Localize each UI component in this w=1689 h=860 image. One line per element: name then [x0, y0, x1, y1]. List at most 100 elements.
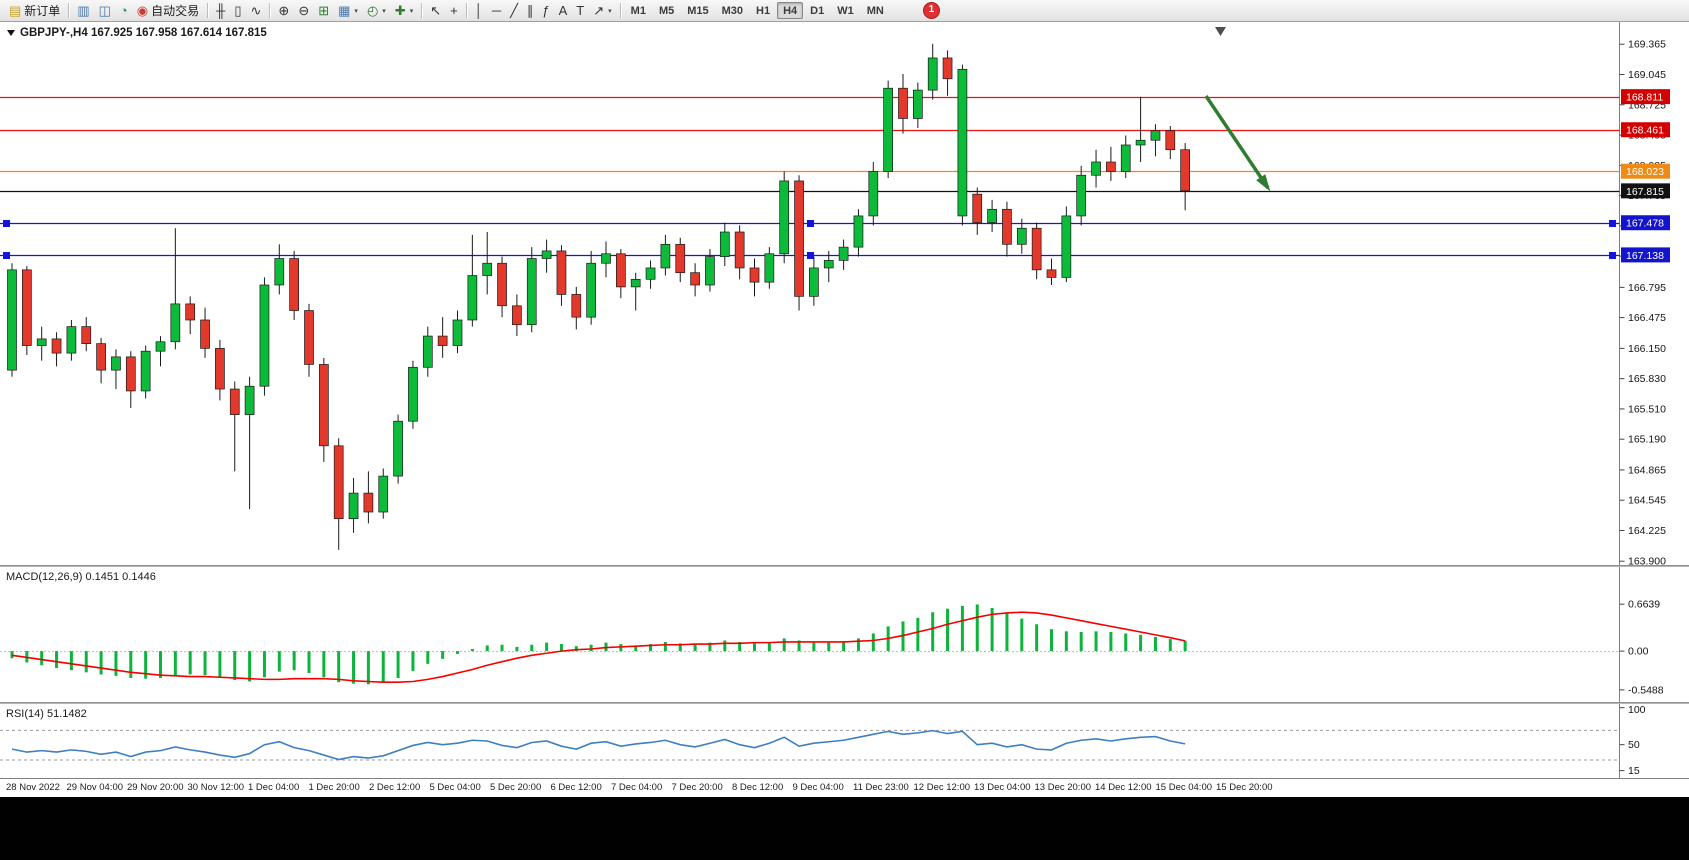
- svg-text:166.475: 166.475: [1628, 312, 1666, 324]
- chevron-down-icon: ▾: [382, 7, 386, 15]
- time-axis-label: 11 Dec 23:00: [853, 782, 909, 793]
- timeframe-w1-button[interactable]: W1: [831, 2, 860, 19]
- indicators-button[interactable]: ✚ ▾: [391, 1, 417, 20]
- svg-text:163.900: 163.900: [1628, 556, 1666, 565]
- svg-text:-0.5488: -0.5488: [1628, 684, 1664, 696]
- channel-button[interactable]: ∥: [523, 1, 538, 20]
- timeframe-h1-button[interactable]: H1: [750, 2, 776, 19]
- toolbar-divider: [619, 3, 621, 18]
- indicators-plus-icon: ✚: [394, 3, 406, 18]
- panel-splitter[interactable]: [0, 565, 1689, 567]
- svg-text:50: 50: [1628, 739, 1640, 751]
- tile-windows-button[interactable]: ⊞: [314, 1, 333, 20]
- new-chart-button[interactable]: ▦ ▾: [334, 1, 362, 20]
- bar-chart-type-button[interactable]: ╫: [212, 1, 229, 20]
- time-axis[interactable]: 28 Nov 2022 29 Nov 04:00 29 Nov 20:00 30 No…: [0, 778, 1689, 797]
- zoom-out-button[interactable]: ⊖: [294, 1, 313, 20]
- price-level-lines: [0, 96, 1620, 259]
- timeframe-d1-button[interactable]: D1: [804, 2, 830, 19]
- new-order-button-label: 新订单: [24, 4, 61, 18]
- timeframe-m1-button[interactable]: M1: [625, 2, 652, 19]
- line-handle: [3, 220, 10, 227]
- line-handle: [807, 252, 814, 259]
- chevron-down-icon: ▾: [354, 7, 358, 15]
- time-axis-label: 15 Dec 04:00: [1155, 782, 1213, 793]
- panel-splitter[interactable]: [0, 702, 1689, 704]
- trend-arrow: [1204, 95, 1271, 192]
- bottom-strip: [0, 797, 1689, 860]
- horizontal-line-button[interactable]: ─: [488, 1, 505, 20]
- price-tags: 168.811 168.461 168.023 167.815 167.478 167.1…: [1621, 89, 1670, 263]
- text-label-icon: T: [576, 3, 585, 18]
- line-handle: [1609, 220, 1616, 227]
- rsi-canvas[interactable]: 100 50 15: [0, 704, 1689, 778]
- arrows-tool-button[interactable]: ↗ ▾: [589, 1, 615, 20]
- time-axis-label: 29 Nov 20:00: [127, 782, 184, 793]
- main-chart-canvas[interactable]: 169.365169.045168.725168.405168.085167.7…: [0, 22, 1689, 565]
- navigator-button[interactable]: ◫: [95, 1, 115, 20]
- timeframe-h4-button[interactable]: H4: [777, 2, 804, 19]
- timeframe-m5-button[interactable]: M5: [653, 2, 680, 19]
- chevron-down-icon: ▾: [409, 7, 414, 15]
- profiles-clock-icon: ◴: [366, 3, 379, 18]
- terminal-icon: ◔: [119, 3, 128, 18]
- macd-panel: 0.6639 0.00 -0.5488 MACD(12,26,9) 0.1451 0…: [0, 567, 1689, 702]
- chart-shift-marker: [1215, 27, 1226, 36]
- time-axis-label: 6 Dec 12:00: [550, 782, 602, 793]
- rsi-label: RSI(14) 51.1482: [6, 708, 87, 720]
- timeframe-m15-button[interactable]: M15: [681, 2, 714, 19]
- toolbar-divider: [421, 3, 423, 18]
- fibonacci-button[interactable]: ƒ: [538, 1, 553, 20]
- navigator-icon: ◫: [98, 3, 111, 18]
- svg-text:166.795: 166.795: [1628, 282, 1666, 294]
- charts-icon: ▥: [77, 3, 90, 18]
- svg-text:165.510: 165.510: [1628, 403, 1666, 415]
- horizontal-line-icon: ─: [491, 3, 502, 18]
- line-handle: [1609, 252, 1616, 259]
- crosshair-button[interactable]: +: [446, 1, 462, 20]
- charts-window-button[interactable]: ▥: [73, 1, 93, 20]
- toolbar: ▤ 新订单 ▥ ◫ ◔ ◉ 自动交易 ╫ ▯ ∿ ⊕ ⊖ ⊞ ▦ ▾ ◴ ▾ ✚ ▾ ↖ + │ ─ ╱ ∥ ƒ A T ↗ ▾ M1 M5 M…: [0, 0, 1689, 22]
- one-click-trading-toggle[interactable]: [7, 30, 15, 36]
- new-order-button[interactable]: ▤ 新订单: [5, 1, 64, 20]
- zoom-in-icon: ⊕: [278, 3, 290, 18]
- rsi-axis: 100 50 15: [0, 704, 1646, 778]
- rsi-panel: 100 50 15 RSI(14) 51.1482: [0, 704, 1689, 778]
- text-label-button[interactable]: T: [572, 1, 588, 20]
- fibonacci-icon: ƒ: [542, 3, 550, 18]
- macd-label: MACD(12,26,9) 0.1451 0.1446: [6, 571, 156, 583]
- line-chart-type-button[interactable]: ∿: [247, 1, 266, 20]
- timeframe-mn-button[interactable]: MN: [861, 2, 890, 19]
- time-axis-label: 12 Dec 12:00: [913, 782, 971, 793]
- macd-signal-line: [11, 611, 1186, 684]
- text-button[interactable]: A: [555, 1, 572, 20]
- zoom-in-button[interactable]: ⊕: [274, 1, 293, 20]
- tile-windows-icon: ⊞: [318, 3, 330, 18]
- terminal-button[interactable]: ◔: [116, 1, 132, 20]
- time-axis-label: 15 Dec 20:00: [1216, 782, 1273, 793]
- svg-text:168.023: 168.023: [1626, 166, 1664, 178]
- timeframe-m30-button[interactable]: M30: [716, 2, 749, 19]
- svg-text:168.461: 168.461: [1626, 125, 1664, 137]
- time-axis-label: 29 Nov 04:00: [66, 782, 124, 793]
- autotrading-button[interactable]: ◉ 自动交易: [133, 1, 203, 20]
- price-axis: 169.365169.045168.725168.405168.085167.7…: [1215, 22, 1666, 565]
- svg-text:100: 100: [1628, 704, 1646, 716]
- time-axis-label: 1 Dec 20:00: [308, 782, 360, 793]
- notification-badge[interactable]: 1: [922, 2, 940, 19]
- macd-canvas[interactable]: 0.6639 0.00 -0.5488: [0, 567, 1689, 702]
- svg-text:165.190: 165.190: [1628, 434, 1666, 446]
- cursor-button[interactable]: ↖: [426, 1, 445, 20]
- profiles-button[interactable]: ◴ ▾: [363, 1, 390, 20]
- new-order-icon: ▤: [9, 3, 22, 18]
- cursor-icon: ↖: [430, 3, 442, 18]
- candlestick-type-button[interactable]: ▯: [230, 1, 245, 20]
- trendline-button[interactable]: ╱: [506, 1, 522, 20]
- rsi-line: [11, 729, 1186, 761]
- autotrading-icon: ◉: [136, 3, 149, 18]
- main-chart-panel: 169.365169.045168.725168.405168.085167.7…: [0, 22, 1689, 565]
- line-handle: [807, 220, 814, 227]
- svg-text:169.045: 169.045: [1628, 69, 1666, 81]
- vertical-line-button[interactable]: │: [471, 1, 487, 20]
- time-axis-label: 7 Dec 04:00: [611, 782, 663, 793]
